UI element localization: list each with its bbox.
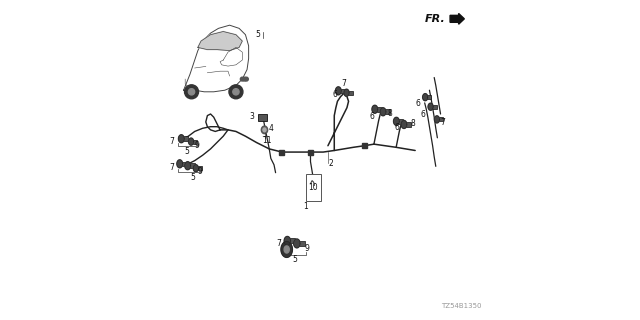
Bar bbox=[362, 143, 367, 148]
Circle shape bbox=[184, 85, 198, 99]
Polygon shape bbox=[184, 25, 248, 92]
Text: 7: 7 bbox=[169, 137, 174, 146]
FancyArrow shape bbox=[450, 13, 465, 24]
Polygon shape bbox=[344, 89, 349, 96]
Text: 9: 9 bbox=[198, 167, 202, 176]
Text: 5: 5 bbox=[191, 173, 196, 182]
Bar bbox=[197, 166, 202, 170]
Text: TZ54B1350: TZ54B1350 bbox=[441, 303, 481, 309]
Text: 6: 6 bbox=[370, 112, 375, 121]
Text: 6: 6 bbox=[420, 109, 426, 118]
Polygon shape bbox=[294, 239, 300, 248]
Bar bbox=[427, 95, 431, 99]
Text: 3: 3 bbox=[250, 112, 254, 121]
Polygon shape bbox=[422, 94, 428, 101]
Polygon shape bbox=[435, 116, 440, 123]
Text: 6: 6 bbox=[394, 123, 399, 132]
Circle shape bbox=[188, 89, 195, 95]
Polygon shape bbox=[284, 236, 291, 245]
Bar bbox=[258, 114, 267, 121]
Text: 2: 2 bbox=[329, 159, 333, 168]
Bar bbox=[299, 241, 305, 246]
Text: 5: 5 bbox=[184, 147, 189, 156]
Bar bbox=[406, 122, 411, 127]
Polygon shape bbox=[335, 87, 341, 95]
Text: 8: 8 bbox=[387, 108, 392, 117]
Polygon shape bbox=[372, 105, 378, 113]
Bar bbox=[385, 109, 390, 114]
Text: 6: 6 bbox=[415, 99, 420, 108]
Bar bbox=[306, 174, 321, 201]
Circle shape bbox=[244, 77, 248, 81]
Text: 7: 7 bbox=[169, 164, 174, 172]
Text: 5: 5 bbox=[255, 30, 260, 39]
Text: 7: 7 bbox=[440, 118, 445, 127]
Bar bbox=[308, 149, 313, 155]
Circle shape bbox=[229, 85, 243, 99]
Text: 5: 5 bbox=[292, 255, 297, 264]
Circle shape bbox=[241, 77, 244, 81]
Bar bbox=[182, 162, 187, 166]
Polygon shape bbox=[189, 138, 194, 145]
Text: 7: 7 bbox=[276, 239, 281, 248]
Polygon shape bbox=[193, 165, 198, 172]
Bar bbox=[189, 164, 195, 168]
Text: 7: 7 bbox=[341, 79, 346, 88]
Bar bbox=[193, 140, 197, 144]
Text: 9: 9 bbox=[195, 141, 199, 150]
Polygon shape bbox=[394, 117, 399, 125]
Text: 6: 6 bbox=[333, 91, 338, 100]
Polygon shape bbox=[261, 126, 268, 134]
Text: 9: 9 bbox=[305, 244, 310, 253]
Text: 10: 10 bbox=[308, 183, 318, 192]
Polygon shape bbox=[177, 160, 182, 168]
Bar bbox=[398, 119, 403, 124]
Polygon shape bbox=[179, 135, 184, 143]
Circle shape bbox=[233, 89, 239, 95]
Polygon shape bbox=[281, 242, 292, 257]
Circle shape bbox=[243, 77, 246, 81]
Bar bbox=[280, 149, 284, 155]
Polygon shape bbox=[284, 246, 289, 253]
Bar bbox=[438, 117, 443, 121]
Polygon shape bbox=[185, 162, 191, 170]
Bar bbox=[348, 91, 353, 95]
Polygon shape bbox=[428, 103, 433, 110]
Bar bbox=[432, 105, 436, 109]
Text: 11: 11 bbox=[262, 136, 272, 146]
Text: +: + bbox=[261, 132, 268, 141]
Polygon shape bbox=[198, 32, 243, 51]
Polygon shape bbox=[401, 120, 407, 128]
Bar bbox=[183, 136, 188, 141]
Text: 1: 1 bbox=[303, 203, 308, 212]
Bar bbox=[376, 107, 381, 112]
Bar bbox=[340, 89, 345, 93]
Polygon shape bbox=[380, 108, 386, 116]
Text: 4: 4 bbox=[269, 124, 273, 133]
Text: 8: 8 bbox=[410, 119, 415, 128]
Polygon shape bbox=[263, 128, 266, 132]
Bar bbox=[289, 238, 295, 244]
Text: FR.: FR. bbox=[424, 14, 445, 24]
